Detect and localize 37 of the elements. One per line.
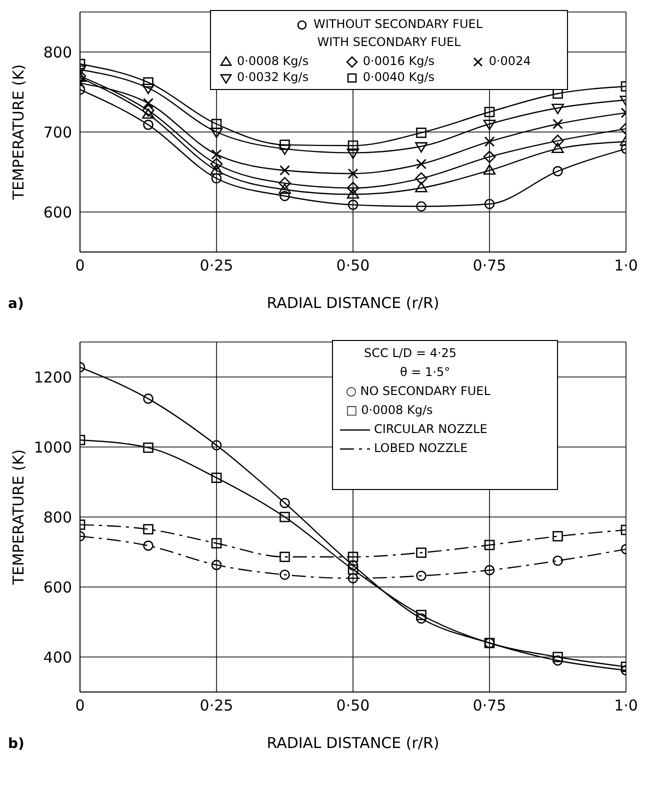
y-tick-label: 800 (43, 43, 72, 62)
legend-label: 0·0024 (488, 53, 532, 69)
annotation: θ = 1·5° (399, 364, 452, 381)
x-tick-label: 0 (75, 256, 85, 275)
x-axis-title: RADIAL DISTANCE (r/R) (266, 294, 440, 312)
x-tick-label: 0 (75, 696, 85, 715)
x-tick-label: 1·0 (614, 256, 638, 275)
y-tick-label: 1000 (34, 438, 72, 456)
legend-label: 0·0016 Kg/s (362, 53, 436, 69)
x-axis-title: RADIAL DISTANCE (r/R) (266, 734, 440, 752)
y-axis-title: TEMPERATURE (K) (9, 449, 28, 586)
legend-label: 0·0008 Kg/s (236, 53, 310, 69)
y-tick-label: 400 (43, 648, 72, 666)
annotation: □ 0·0008 Kg/s (345, 402, 434, 419)
y-tick-label: 1200 (34, 368, 72, 386)
annotation: CIRCULAR NOZZLE (373, 421, 488, 438)
y-tick-label: 600 (43, 203, 72, 222)
annotation: WITH SECONDARY FUEL (316, 34, 462, 51)
annotation: ○ NO SECONDARY FUEL (345, 383, 492, 400)
y-tick-label: 600 (43, 578, 72, 596)
x-tick-label: 0·75 (472, 696, 506, 715)
y-axis-title: TEMPERATURE (K) (9, 64, 28, 201)
legend-label: WITHOUT SECONDARY FUEL (312, 16, 484, 33)
legend-label: 0·0032 Kg/s (236, 69, 310, 85)
x-tick-label: 0·25 (200, 696, 234, 715)
legend-label: 0·0040 Kg/s (362, 69, 436, 85)
text: a) (8, 296, 24, 312)
annotation: LOBED NOZZLE (373, 440, 469, 457)
x-tick-label: 1·0 (614, 696, 638, 715)
x-tick-label: 0·50 (336, 256, 370, 275)
x-tick-label: 0·50 (336, 696, 370, 715)
annotation: SCC L/D = 4·25 (363, 345, 458, 362)
x-tick-label: 0·75 (472, 256, 506, 275)
y-tick-label: 700 (43, 123, 72, 142)
y-tick-label: 800 (43, 508, 72, 526)
x-tick-label: 0·25 (200, 256, 234, 275)
text: b) (8, 736, 24, 752)
